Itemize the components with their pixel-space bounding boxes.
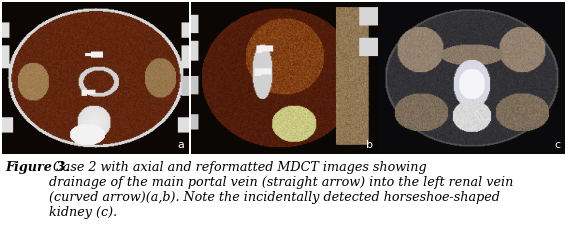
Text: Figure 3.: Figure 3. — [6, 161, 70, 174]
Text: a: a — [177, 140, 185, 149]
Text: Case 2 with axial and reformatted MDCT images showing
drainage of the main porta: Case 2 with axial and reformatted MDCT i… — [49, 161, 513, 219]
Text: c: c — [554, 140, 560, 149]
Text: b: b — [366, 140, 373, 149]
